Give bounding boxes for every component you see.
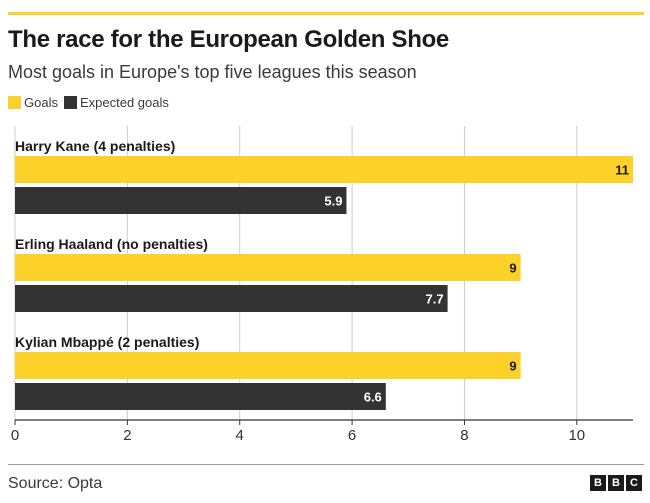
top-rule	[8, 12, 644, 15]
x-tick-label: 6	[348, 427, 356, 444]
bar-goals	[15, 156, 633, 183]
bar-goals	[15, 254, 521, 281]
x-tick-label: 0	[11, 427, 19, 444]
data-label-expected-goals: 7.7	[426, 292, 444, 307]
bbc-logo: B B C	[588, 475, 642, 491]
x-tick-label: 8	[460, 427, 468, 444]
data-label-expected-goals: 5.9	[324, 194, 342, 209]
source-note: Source: Opta	[8, 475, 103, 492]
legend-item-expected-goals: Expected goals	[63, 95, 169, 110]
category-label: Kylian Mbappé (2 penalties)	[15, 334, 199, 350]
legend-label-goals: Goals	[24, 95, 58, 110]
legend-label-expected-goals: Expected goals	[79, 95, 169, 110]
category-label: Erling Haaland (no penalties)	[15, 236, 208, 252]
bar-expected-goals	[15, 383, 386, 410]
legend-swatch-expected-goals	[63, 96, 77, 109]
x-tick-label: 4	[236, 427, 244, 444]
source-rule	[8, 464, 644, 465]
bar-goals	[15, 352, 521, 379]
x-tick-label: 2	[123, 427, 131, 444]
bar-expected-goals	[15, 187, 347, 214]
chart-title: The race for the European Golden Shoe	[8, 26, 449, 53]
data-label-goals: 9	[509, 261, 516, 276]
bbc-logo-letter: B	[590, 475, 606, 491]
data-label-goals: 11	[615, 163, 629, 178]
data-label-expected-goals: 6.6	[364, 390, 382, 405]
x-tick-label: 10	[568, 427, 585, 444]
legend: Goals Expected goals	[8, 95, 175, 110]
chart-subtitle: Most goals in Europe's top five leagues …	[8, 62, 417, 82]
data-label-goals: 9	[509, 359, 516, 374]
bbc-logo-letter: B	[608, 475, 624, 491]
bar-expected-goals	[15, 285, 448, 312]
legend-swatch-goals	[8, 96, 21, 109]
legend-item-goals: Goals	[8, 95, 58, 110]
category-label: Harry Kane (4 penalties)	[15, 138, 175, 154]
bbc-logo-letter: C	[626, 475, 642, 491]
